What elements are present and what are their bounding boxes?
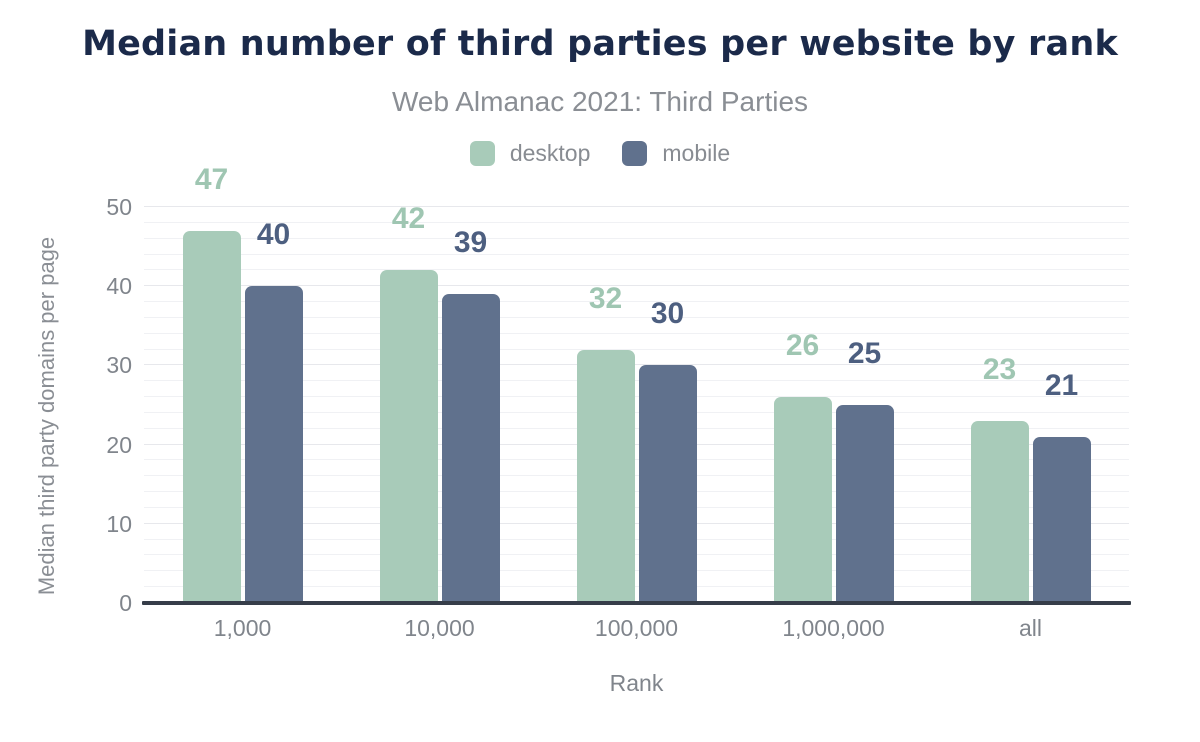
bar-desktop: [379, 270, 438, 603]
bar-mobile: [244, 286, 303, 603]
gridline: [144, 427, 1129, 429]
x-tick-label: 100,000: [594, 615, 679, 641]
bar-value-label-mobile: 25: [847, 337, 882, 370]
bar-mobile: [835, 405, 894, 603]
y-tick-label: 20: [106, 431, 132, 458]
x-tick-label: 10,000: [404, 615, 475, 641]
x-axis-line: [142, 601, 1131, 605]
gridline: [144, 380, 1129, 382]
gridline: [144, 332, 1129, 334]
bar-value-label-mobile: 40: [256, 218, 291, 252]
gridline: [144, 554, 1129, 556]
x-tick-label: 1,000,000: [782, 615, 885, 641]
y-tick-label: 10: [106, 510, 132, 537]
legend-label: mobile: [662, 140, 731, 166]
y-tick-label: 40: [106, 273, 132, 300]
bar-value-label-desktop: 42: [391, 202, 426, 236]
bar-value-label-desktop: 32: [588, 281, 623, 315]
gridline: [144, 206, 1129, 207]
gridline: [144, 364, 1129, 366]
gridline: [144, 491, 1129, 493]
y-tick-label: 30: [106, 352, 132, 379]
gridline: [144, 237, 1129, 239]
legend-swatch-mobile: [622, 141, 648, 166]
bar-desktop: [576, 349, 635, 603]
y-axis-title: Median third party domains per page: [34, 236, 59, 596]
bar-mobile: [441, 294, 500, 603]
bar-value-label-mobile: 30: [650, 297, 685, 331]
gridline: [144, 348, 1129, 350]
gridline: [144, 506, 1129, 508]
bar-desktop: [970, 420, 1029, 603]
plot-area: 47 40 42 39 32 30 26 25 23 21: [144, 164, 1129, 603]
gridline: [144, 316, 1129, 318]
gridline: [144, 396, 1129, 398]
bar-desktop: [773, 397, 832, 603]
chart-title: Median number of third parties per websi…: [82, 24, 1118, 64]
x-tick-label: all: [1018, 615, 1042, 641]
gridline: [144, 459, 1129, 461]
gridline: [144, 522, 1129, 524]
gridline: [144, 586, 1129, 588]
bar-value-label-mobile: 39: [453, 226, 488, 260]
gridline: [144, 538, 1129, 540]
y-tick-label: 50: [106, 194, 132, 220]
x-axis-title: Rank: [609, 670, 664, 696]
gridline: [144, 301, 1129, 303]
gridline: [144, 570, 1129, 572]
gridline: [144, 443, 1129, 445]
gridline: [144, 221, 1129, 223]
gridline: [144, 285, 1129, 287]
gridline: [144, 253, 1129, 255]
bar-value-label-desktop: 26: [785, 329, 820, 363]
gridline: [144, 269, 1129, 271]
bar-mobile: [638, 365, 697, 603]
bar-mobile: [1032, 436, 1091, 603]
bar-desktop: [182, 230, 241, 603]
bar-value-label-desktop: 23: [982, 352, 1017, 386]
gridline: [144, 411, 1129, 413]
legend-item-desktop[interactable]: desktop: [469, 140, 591, 167]
legend-label: desktop: [509, 140, 591, 166]
chart-subtitle: Web Almanac 2021: Third Parties: [391, 86, 809, 117]
bar-value-label-desktop: 47: [194, 162, 229, 196]
legend-item-mobile[interactable]: mobile: [622, 140, 730, 167]
legend-swatch-desktop: [469, 141, 495, 166]
gridline: [144, 475, 1129, 477]
x-tick-label: 1,000: [213, 615, 272, 641]
y-tick-label: 0: [119, 590, 132, 616]
bar-value-label-mobile: 21: [1044, 368, 1079, 402]
legend: desktop mobile: [0, 140, 1200, 167]
